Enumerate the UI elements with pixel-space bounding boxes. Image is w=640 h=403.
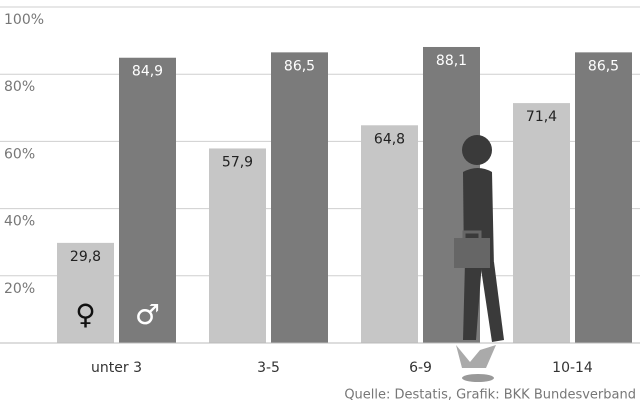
y-tick-label: 40% [4, 214, 35, 230]
value-label: 86,5 [588, 58, 619, 74]
value-label: 29,8 [70, 249, 101, 265]
bar [209, 148, 266, 343]
legend-symbol: ♀ [75, 298, 96, 331]
bar [57, 242, 114, 343]
source: Quelle: Destatis, Grafik: BKK Bundesverb… [344, 388, 636, 403]
bar [513, 103, 570, 343]
value-label: 84,9 [132, 64, 163, 80]
value-label: 71,4 [526, 109, 557, 125]
walking-man-illustration [454, 135, 504, 382]
bar [119, 57, 176, 344]
y-tick-label: 20% [4, 281, 35, 297]
y-tick-label: 60% [4, 146, 35, 162]
x-tick-label: unter 3 [91, 360, 142, 376]
x-tick-label: 6-9 [409, 360, 432, 376]
bar [361, 125, 418, 343]
y-tick-label: 80% [4, 79, 35, 95]
value-label: 57,9 [222, 154, 253, 170]
value-label: 64,8 [374, 131, 405, 147]
value-label: 88,1 [436, 53, 467, 69]
legend-symbol: ♂ [135, 298, 160, 331]
bar [271, 52, 328, 344]
y-tick-label: 100% [4, 12, 44, 28]
x-tick-label: 3-5 [257, 360, 280, 376]
bar [575, 52, 632, 344]
value-label: 86,5 [284, 58, 315, 74]
x-tick-label: 10-14 [552, 360, 593, 376]
